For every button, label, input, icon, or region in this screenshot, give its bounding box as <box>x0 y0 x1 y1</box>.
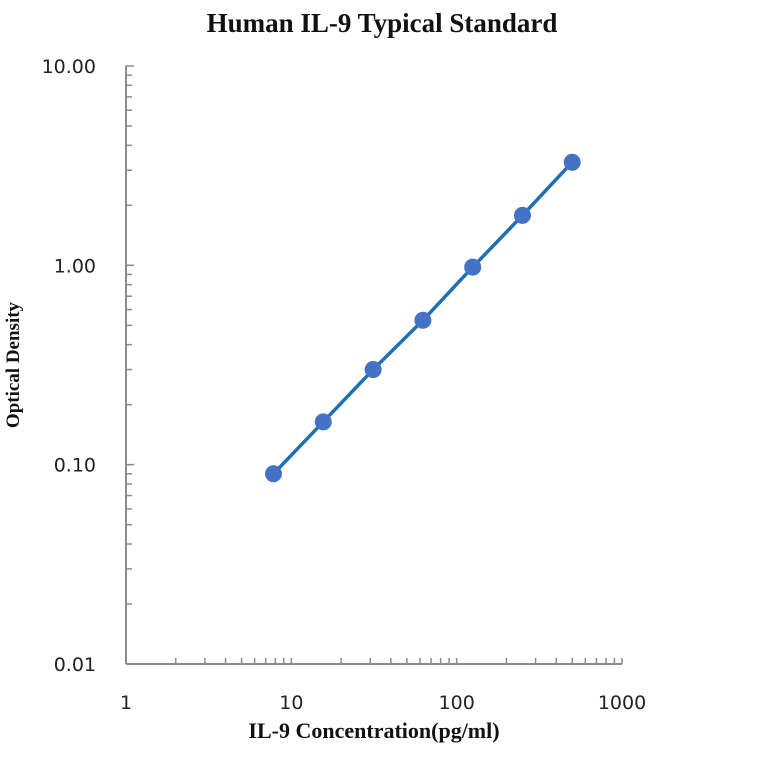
data-series <box>264 153 581 483</box>
chart-title: Human IL-9 Typical Standard <box>206 8 558 38</box>
axes <box>125 65 623 665</box>
data-point <box>314 413 332 431</box>
x-tick-label: 10 <box>279 692 303 714</box>
y-tick-label: 0.01 <box>54 654 96 676</box>
x-tick-label: 1 <box>120 692 132 714</box>
data-point <box>264 465 282 483</box>
y-tick-label: 10.00 <box>42 56 96 78</box>
y-tick-label: 1.00 <box>54 255 96 277</box>
x-axis-label: IL-9 Concentration(pg/ml) <box>248 718 500 743</box>
y-tick-label: 0.10 <box>54 455 96 477</box>
data-point <box>414 311 432 329</box>
data-point <box>513 206 531 224</box>
data-point <box>464 258 482 276</box>
data-point <box>563 153 581 171</box>
x-tick-label: 100 <box>439 692 475 714</box>
data-point <box>364 361 382 379</box>
tick-labels: 0.01 0.10 1.00 10.00 1 10 100 1000 <box>42 56 647 714</box>
x-tick-label: 1000 <box>598 692 646 714</box>
